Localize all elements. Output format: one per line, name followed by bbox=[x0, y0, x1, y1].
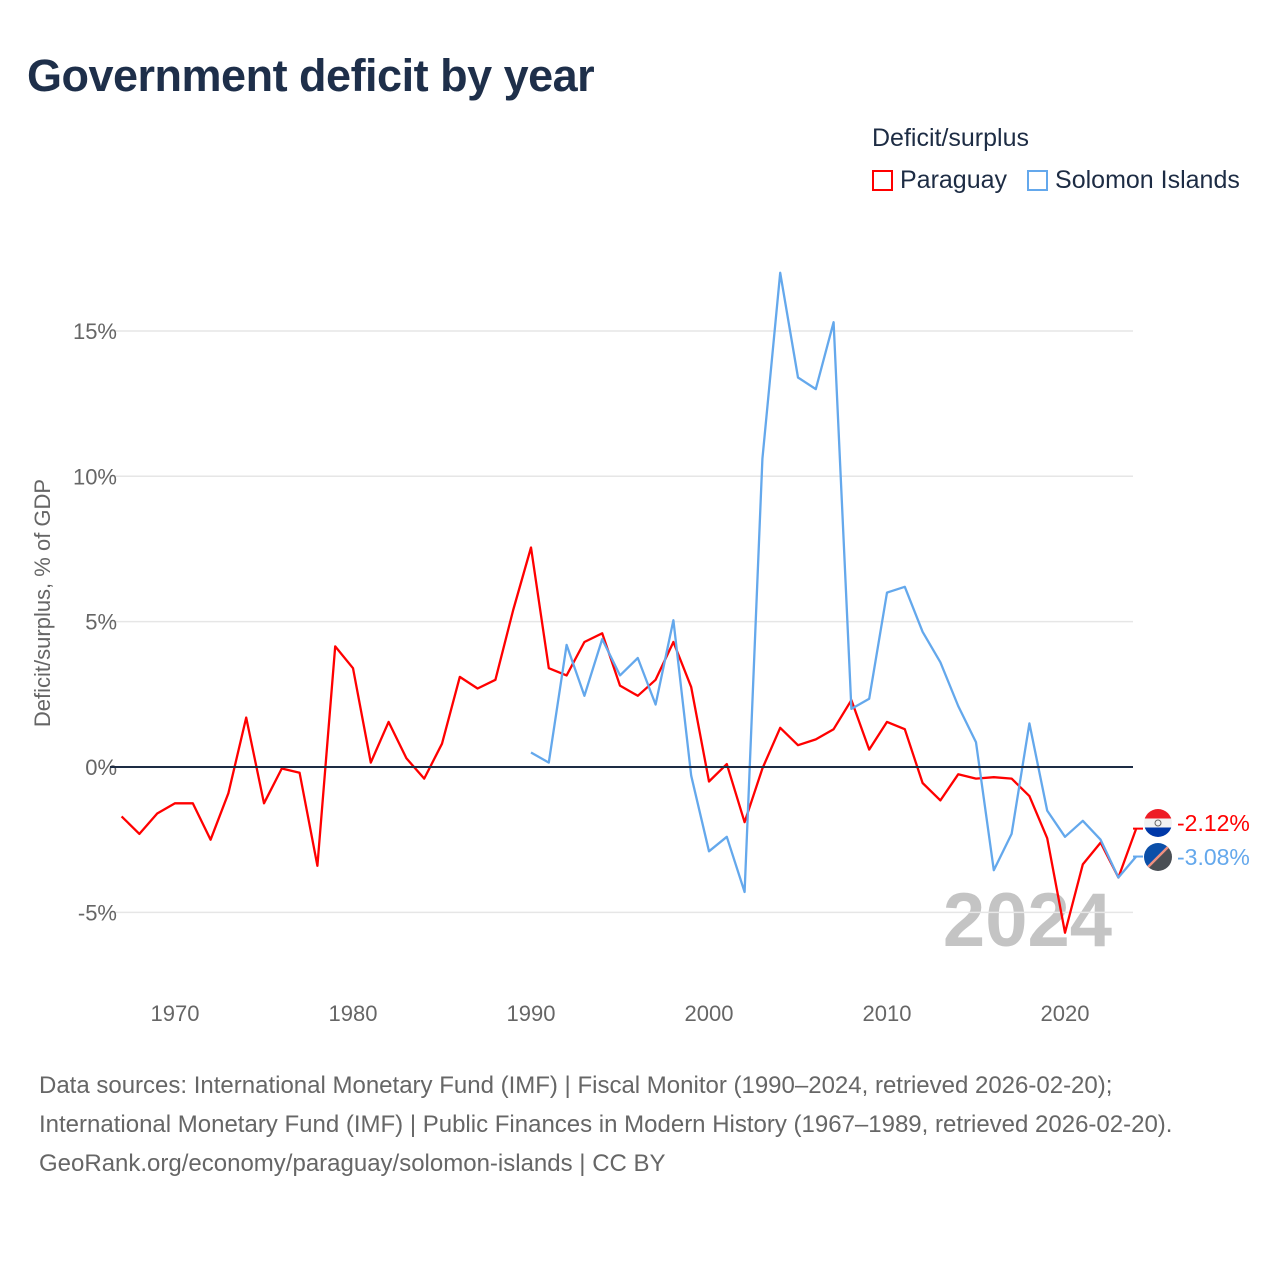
legend-item-solomon-islands[interactable]: Solomon Islands bbox=[1027, 166, 1240, 195]
x-tick-label: 1970 bbox=[151, 1001, 200, 1026]
legend: Paraguay Solomon Islands bbox=[872, 166, 1240, 195]
legend-swatch-solomon-islands bbox=[1027, 170, 1049, 191]
end-value-label: -3.08% bbox=[1177, 844, 1250, 870]
credit-link[interactable]: GeoRank.org/economy/paraguay/solomon-isl… bbox=[39, 1150, 666, 1177]
x-tick-label: 1990 bbox=[507, 1001, 556, 1026]
legend-title: Deficit/surplus bbox=[872, 124, 1029, 152]
legend-label: Solomon Islands bbox=[1055, 166, 1240, 194]
series-line-paraguay bbox=[120, 546, 1138, 934]
paraguay-flag-icon bbox=[1144, 827, 1172, 837]
data-sources: Data sources: International Monetary Fun… bbox=[39, 1072, 1173, 1138]
y-tick-label: 5% bbox=[85, 610, 117, 635]
paraguay-flag-icon bbox=[1144, 809, 1172, 819]
paraguay-flag-emblem-icon bbox=[1154, 819, 1162, 827]
legend-swatch-paraguay bbox=[872, 170, 893, 191]
y-axis-label: Deficit/surplus, % of GDP bbox=[30, 479, 55, 727]
solomon-islands-flag-stripe-icon bbox=[1144, 843, 1172, 871]
y-tick-label: 15% bbox=[73, 319, 117, 344]
series-line-solomon-islands bbox=[530, 271, 1138, 894]
x-tick-label: 2000 bbox=[685, 1001, 734, 1026]
x-tick-label: 2020 bbox=[1041, 1001, 1090, 1026]
x-tick-label: 1980 bbox=[329, 1001, 378, 1026]
y-tick-label: 10% bbox=[73, 464, 117, 489]
x-tick-label: 2010 bbox=[863, 1001, 912, 1026]
footer: Data sources: International Monetary Fun… bbox=[39, 1066, 1249, 1183]
year-watermark: 2024 bbox=[943, 878, 1112, 963]
legend-item-paraguay[interactable]: Paraguay bbox=[872, 166, 1007, 195]
legend-label: Paraguay bbox=[900, 166, 1008, 194]
y-tick-label: -5% bbox=[78, 900, 117, 925]
chart-title: Government deficit by year bbox=[27, 50, 595, 101]
end-value-label: -2.12% bbox=[1177, 810, 1250, 836]
paraguay-flag-icon bbox=[1144, 818, 1172, 828]
